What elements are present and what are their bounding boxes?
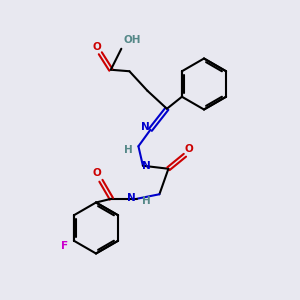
Text: N: N bbox=[141, 122, 149, 132]
Text: O: O bbox=[184, 144, 193, 154]
Text: OH: OH bbox=[124, 35, 141, 45]
Text: O: O bbox=[93, 168, 102, 178]
Text: N: N bbox=[142, 161, 151, 171]
Text: H: H bbox=[124, 145, 132, 155]
Text: O: O bbox=[93, 42, 102, 52]
Text: F: F bbox=[61, 241, 68, 251]
Text: H: H bbox=[142, 196, 150, 206]
Text: N: N bbox=[127, 193, 136, 203]
